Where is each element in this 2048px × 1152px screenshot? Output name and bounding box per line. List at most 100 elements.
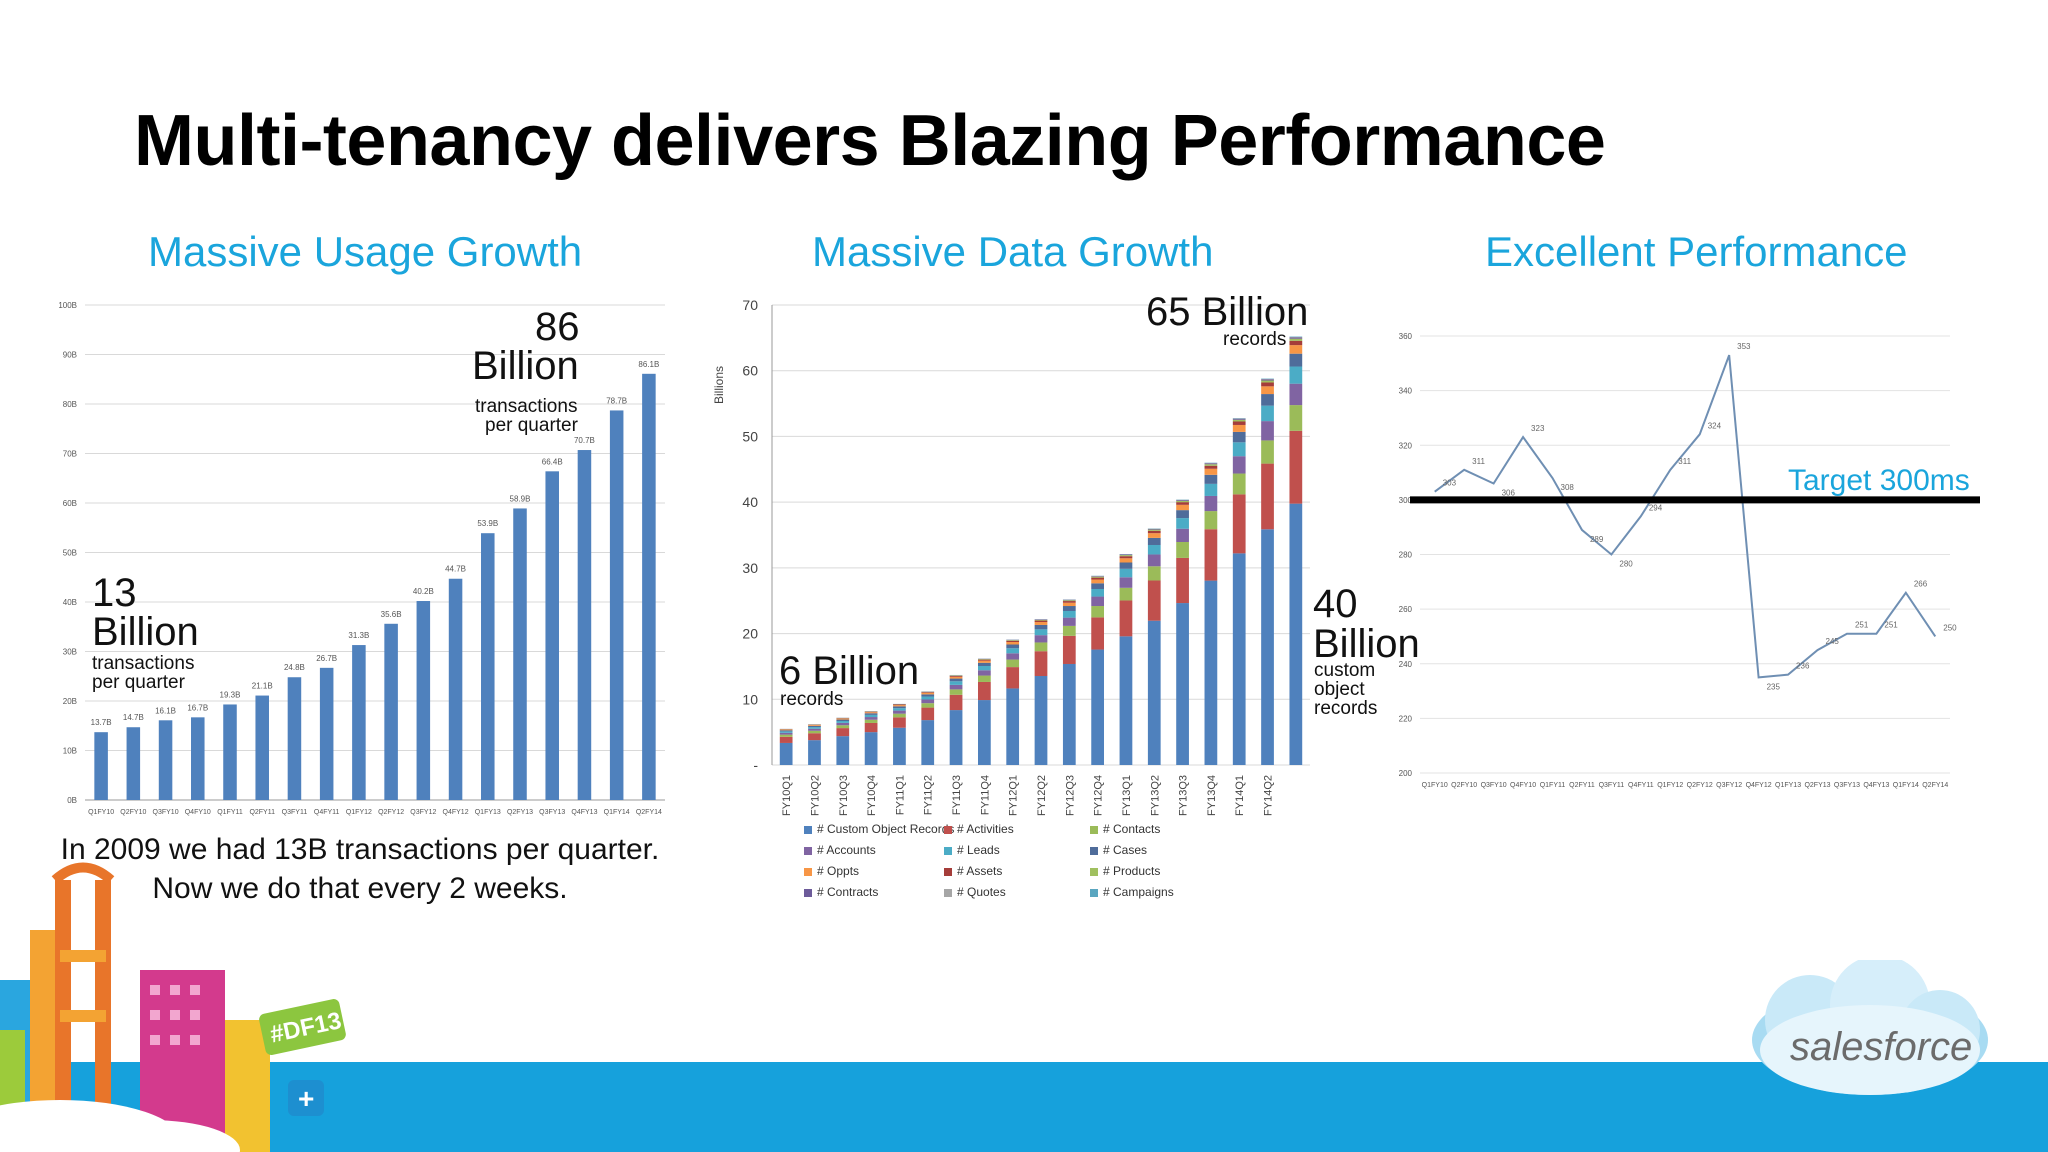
legend-label: # Contracts [817,885,879,899]
data-bar-segment [1147,528,1161,530]
legend-item: # Accounts [804,843,876,857]
usage-y-tick: 40B [63,598,77,607]
data-bar-segment [893,706,906,709]
data-y-tick: 40 [742,494,758,510]
data-bar-segment [1062,602,1076,607]
legend-swatch [1090,846,1098,855]
data-bar-segment [1232,431,1246,443]
data-bar-segment [921,696,935,700]
data-bar-segment [1232,418,1246,420]
usage-bar [287,677,302,800]
data-bar-segment [1034,622,1048,625]
usage-x-tick: Q3FY11 [282,809,308,816]
data-bar-segment [1091,577,1105,580]
data-growth-heading: Massive Data Growth [812,228,1214,275]
usage-bar [416,601,431,800]
data-bar-segment [921,694,935,697]
data-bar-segment [1006,659,1020,668]
data-bar-segment [1204,474,1218,484]
usage-y-tick: 70B [63,450,77,459]
data-x-tick: FY11Q3 [951,775,963,815]
custom-records-desc-1: custom [1314,660,1376,681]
data-start-label: 6 Billion [779,649,920,693]
usage-x-tick: Q2FY14 [636,809,662,816]
data-bar-segment [1261,379,1274,381]
usage-value-label: 35.6B [381,610,402,619]
perf-line [1434,354,1937,679]
legend-item: # Campaigns [1090,885,1174,899]
data-bar-segment [949,710,963,765]
usage-x-tick: Q2FY13 [507,809,533,816]
data-bar-segment [1006,667,1020,689]
usage-start-desc-2: per quarter [92,672,185,693]
data-x-tick: FY12Q2 [1036,775,1048,816]
usage-bar [352,645,366,800]
dreamforce-city-art: #DF13 + [0,862,346,1152]
perf-x-tick: Q4FY11 [1628,782,1654,789]
perf-value-label: 311 [1678,457,1691,466]
perf-value-label: 245 [1826,637,1840,646]
page-title: Multi-tenancy delivers Blazing Performan… [134,101,1606,181]
data-bar-segment [1204,580,1218,765]
data-end-label: 65 Billion [1146,290,1309,334]
perf-x-tick: Q3FY13 [1834,782,1860,789]
usage-value-label: 31.3B [348,631,369,640]
data-bar-segment [779,729,793,731]
perf-x-tick: Q1FY12 [1657,782,1683,789]
data-bar-segment [808,725,821,726]
data-bar-segment [977,700,991,765]
data-x-tick: FY12Q4 [1093,775,1105,816]
data-bar-segment [1034,676,1048,765]
data-bar-segment [1119,600,1133,637]
usage-y-tick: 30B [63,648,77,657]
data-bar-segment [1232,424,1246,432]
data-bar-segment [1204,511,1218,530]
data-bar-segment [1147,620,1161,765]
data-x-tick: FY13Q3 [1178,775,1190,816]
data-x-tick: FY12Q1 [1008,775,1020,816]
legend-item: # Oppts [804,864,859,878]
legend-label: # Quotes [957,885,1006,899]
legend-item: # Products [1090,864,1160,878]
perf-y-tick: 300 [1399,496,1413,505]
data-bar-segment [1147,544,1161,555]
data-bar-segment [1006,640,1020,641]
data-bar-segment [1119,568,1133,578]
data-bar-segment [1176,603,1189,765]
perf-x-tick: Q1FY11 [1540,782,1566,789]
data-start-desc: records [780,689,844,710]
data-bar-segment [1062,606,1076,611]
usage-value-label: 66.4B [542,457,563,466]
data-bar-segment [779,730,793,732]
data-bar-segment [1006,653,1020,660]
data-bar-segment [1062,617,1076,626]
data-x-tick: FY13Q1 [1121,775,1133,816]
usage-bar [223,704,237,800]
legend-item: # Assets [944,864,1002,878]
usage-x-tick: Q1FY10 [88,809,114,816]
data-x-tick: FY11Q1 [894,775,906,815]
perf-value-label: 324 [1708,421,1722,430]
data-bar-segment [949,681,963,685]
data-bar-segment [1091,583,1105,589]
data-bar-segment [1289,366,1303,384]
caption: In 2009 we had 13B transactions per quar… [30,830,690,908]
data-x-tick: FY10Q1 [781,775,793,816]
data-bar-segment [1119,636,1133,765]
usage-value-label: 16.1B [155,706,176,715]
data-bar-segment [779,742,793,765]
legend-swatch [1090,888,1098,897]
caption-line-2: Now we do that every 2 weeks. [152,872,568,905]
data-bar-segment [1062,610,1076,618]
data-bar-segment [949,689,963,695]
data-bar-segment [1147,580,1161,621]
data-bar-segment [808,728,821,731]
legend-item: # Custom Object Records [804,822,954,836]
data-bar-segment [836,728,850,737]
data-bar-segment [1119,554,1133,556]
usage-x-tick: Q4FY11 [314,809,340,816]
usage-value-label: 70.7B [574,436,595,445]
data-bar-segment [1091,588,1105,597]
usage-value-label: 19.3B [220,690,241,699]
data-bar-segment [1176,541,1189,558]
